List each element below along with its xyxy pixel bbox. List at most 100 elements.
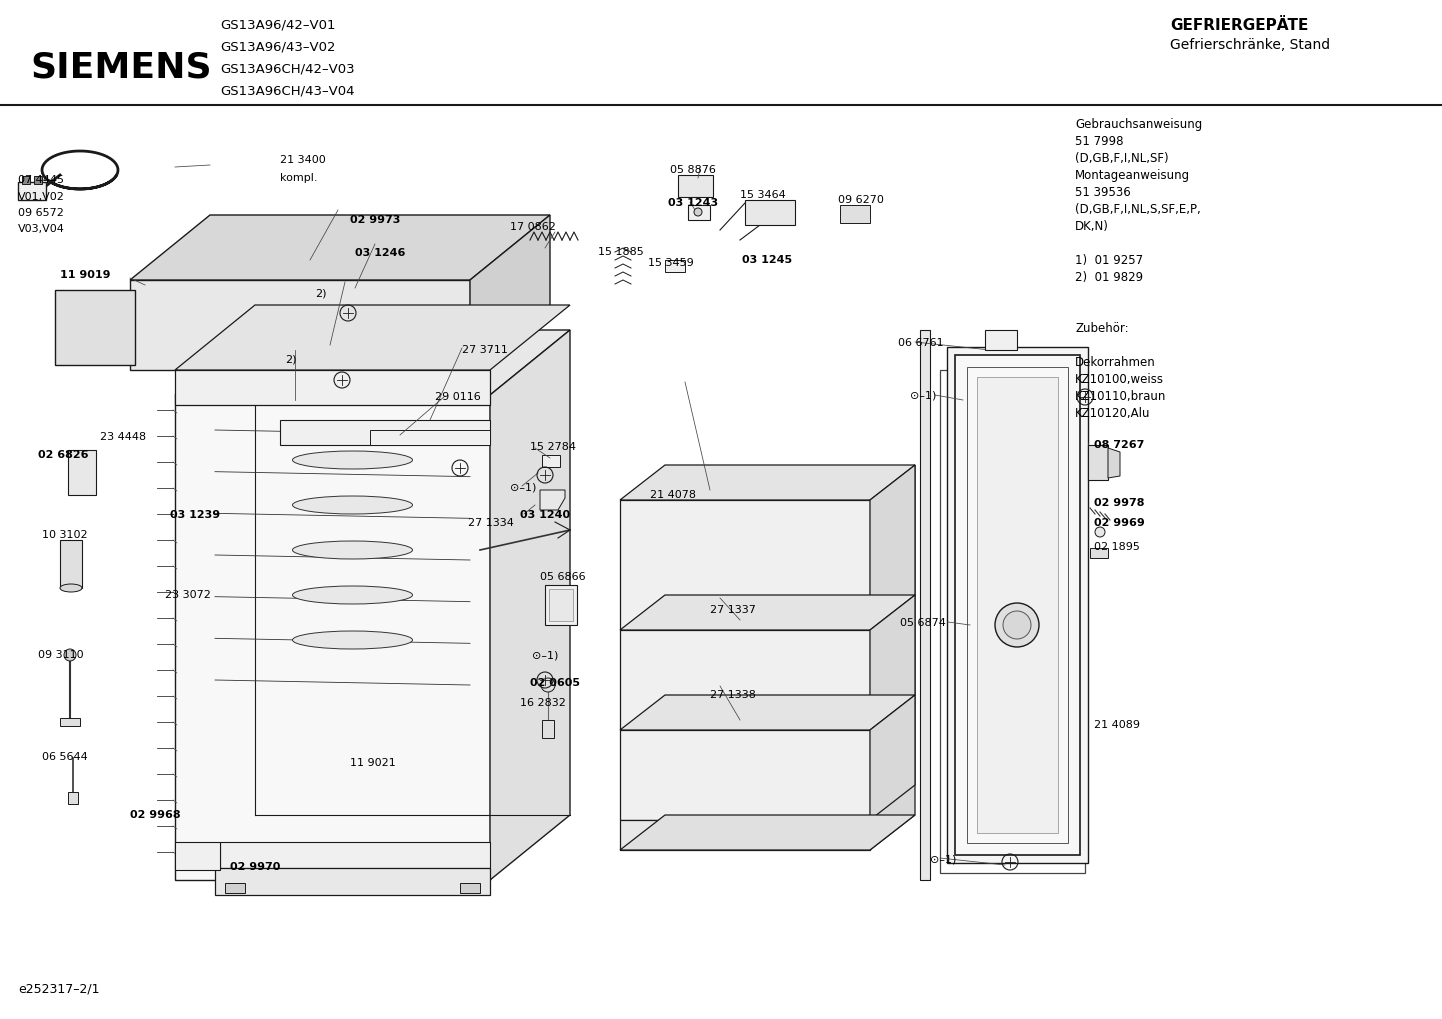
- Circle shape: [995, 603, 1040, 647]
- Text: 03 1245: 03 1245: [743, 255, 792, 265]
- Polygon shape: [978, 377, 1058, 833]
- Bar: [1089, 445, 1107, 480]
- Text: 2)  01 9829: 2) 01 9829: [1074, 271, 1144, 284]
- Polygon shape: [870, 695, 916, 820]
- Bar: [985, 330, 1017, 350]
- Text: V01,V02: V01,V02: [17, 192, 65, 202]
- Text: Dekorrahmen: Dekorrahmen: [1074, 356, 1155, 369]
- Bar: [35, 176, 42, 184]
- Circle shape: [1004, 611, 1031, 639]
- Text: 02 6826: 02 6826: [37, 450, 88, 460]
- Text: 02 9970: 02 9970: [231, 862, 280, 872]
- Polygon shape: [620, 595, 916, 630]
- Bar: [61, 540, 82, 588]
- Text: GS13A96CH/43–V04: GS13A96CH/43–V04: [221, 84, 355, 97]
- Polygon shape: [947, 347, 1089, 863]
- Text: 11 9019: 11 9019: [61, 270, 111, 280]
- Polygon shape: [470, 215, 549, 370]
- Polygon shape: [539, 490, 565, 510]
- Polygon shape: [620, 630, 870, 730]
- Text: ⊙–1): ⊙–1): [532, 650, 558, 660]
- Polygon shape: [221, 842, 490, 868]
- Circle shape: [63, 649, 76, 661]
- Circle shape: [1094, 527, 1105, 537]
- Bar: [688, 205, 709, 220]
- Text: 02 9973: 02 9973: [350, 215, 401, 225]
- Text: 27 3711: 27 3711: [461, 345, 508, 355]
- Text: 16 2832: 16 2832: [521, 698, 565, 708]
- Text: 03 1240: 03 1240: [521, 510, 570, 520]
- Polygon shape: [55, 290, 136, 365]
- Bar: [665, 260, 685, 272]
- Text: 21 4089: 21 4089: [1094, 720, 1141, 730]
- Polygon shape: [870, 465, 916, 850]
- Text: 2): 2): [286, 355, 297, 365]
- Text: 23 3072: 23 3072: [164, 590, 211, 600]
- Text: GS13A96/42–V01: GS13A96/42–V01: [221, 18, 336, 31]
- Ellipse shape: [61, 584, 82, 592]
- Text: 23 4448: 23 4448: [99, 432, 146, 442]
- Polygon shape: [130, 280, 470, 370]
- Bar: [1090, 548, 1107, 558]
- Bar: [545, 585, 577, 625]
- Text: 03 1243: 03 1243: [668, 198, 718, 208]
- Bar: [61, 718, 79, 726]
- Text: 27 1334: 27 1334: [469, 518, 513, 528]
- Ellipse shape: [293, 631, 412, 649]
- Text: Montageanweisung: Montageanweisung: [1074, 169, 1190, 182]
- Text: KZ10110,braun: KZ10110,braun: [1074, 390, 1167, 403]
- Text: 51 7998: 51 7998: [1074, 135, 1123, 148]
- Text: 10 3102: 10 3102: [42, 530, 88, 540]
- Ellipse shape: [293, 541, 412, 559]
- Bar: [17, 182, 46, 200]
- Polygon shape: [130, 215, 549, 280]
- Text: 05 6866: 05 6866: [539, 572, 585, 582]
- Bar: [542, 720, 554, 738]
- Polygon shape: [174, 842, 221, 870]
- Text: ⊙–1): ⊙–1): [910, 390, 936, 400]
- Text: 07 4445: 07 4445: [17, 175, 63, 185]
- Text: 15 2784: 15 2784: [531, 442, 575, 452]
- Text: 15 3464: 15 3464: [740, 190, 786, 200]
- Polygon shape: [955, 355, 1080, 855]
- Polygon shape: [620, 815, 916, 850]
- Bar: [460, 883, 480, 893]
- Text: ⊙–1): ⊙–1): [510, 482, 536, 492]
- Polygon shape: [620, 695, 916, 730]
- Text: KZ10100,weiss: KZ10100,weiss: [1074, 373, 1164, 386]
- Polygon shape: [174, 395, 490, 880]
- Text: 02 9969: 02 9969: [1094, 518, 1145, 528]
- Ellipse shape: [293, 496, 412, 514]
- Polygon shape: [174, 305, 570, 370]
- Polygon shape: [1107, 448, 1120, 478]
- Circle shape: [694, 208, 702, 216]
- Text: 27 1337: 27 1337: [709, 605, 756, 615]
- Text: GEFRIERGЕРÄTE: GEFRIERGЕРÄTE: [1169, 18, 1308, 33]
- Text: 02 0605: 02 0605: [531, 678, 580, 688]
- Text: 15 3459: 15 3459: [647, 258, 694, 268]
- Text: ⊙–1): ⊙–1): [930, 855, 956, 865]
- Bar: [746, 200, 795, 225]
- Text: GS13A96/43–V02: GS13A96/43–V02: [221, 40, 336, 53]
- Text: 51 39536: 51 39536: [1074, 186, 1131, 199]
- Text: 06 5644: 06 5644: [42, 752, 88, 762]
- Bar: [68, 450, 97, 495]
- Text: 09 6572: 09 6572: [17, 208, 63, 218]
- Polygon shape: [870, 595, 916, 730]
- Text: SIEMENS: SIEMENS: [30, 50, 212, 84]
- Bar: [678, 175, 712, 197]
- Polygon shape: [620, 730, 870, 820]
- Text: 06 6761: 06 6761: [898, 338, 943, 348]
- Polygon shape: [620, 820, 870, 850]
- Text: 15 1885: 15 1885: [598, 247, 643, 257]
- Text: DK,N): DK,N): [1074, 220, 1109, 233]
- Text: 17 0862: 17 0862: [510, 222, 555, 232]
- Text: 03 1246: 03 1246: [355, 248, 405, 258]
- Bar: [542, 455, 559, 467]
- Bar: [225, 883, 245, 893]
- Text: 21 4078: 21 4078: [650, 490, 696, 500]
- Text: GS13A96CH/42–V03: GS13A96CH/42–V03: [221, 62, 355, 75]
- Text: 05 6874: 05 6874: [900, 618, 946, 628]
- Polygon shape: [490, 330, 570, 880]
- Bar: [549, 589, 572, 621]
